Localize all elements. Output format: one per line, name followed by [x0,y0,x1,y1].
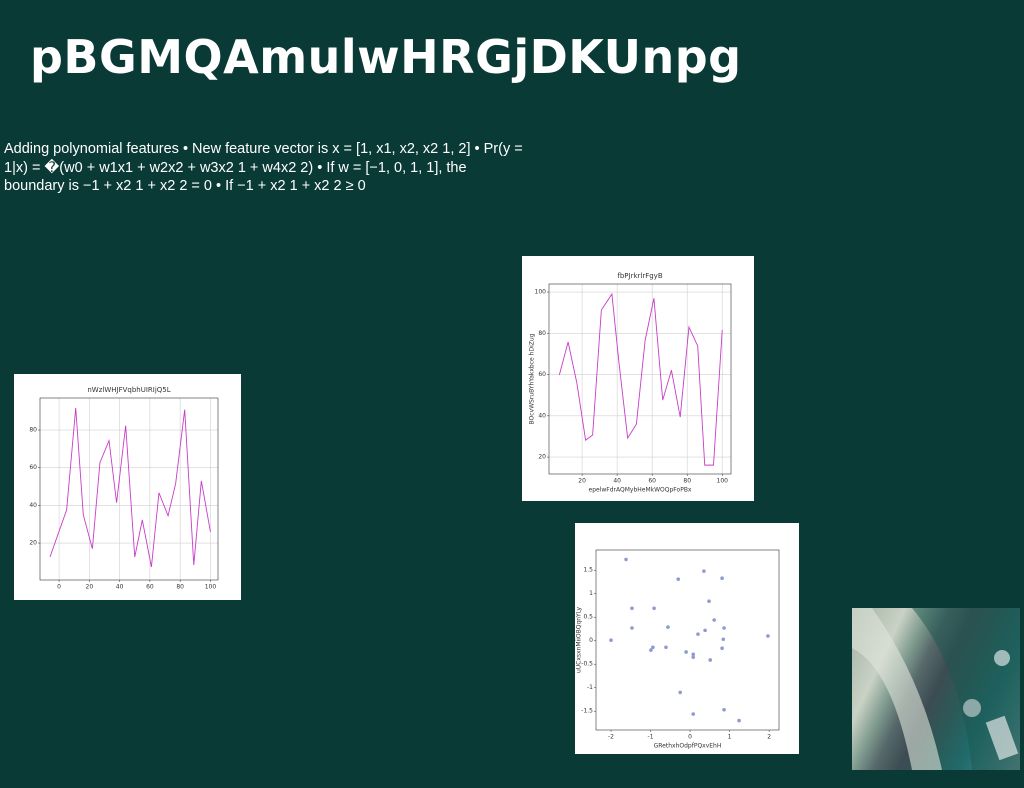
y-tick-label: 1.5 [583,567,593,574]
y-tick-label: 80 [538,330,546,337]
x-tick-label: 20 [86,584,94,591]
scatter-point [666,625,670,629]
slide-text: Adding polynomial features • New feature… [4,141,523,194]
scatter-point [678,690,682,695]
scatter-point [712,618,716,622]
scatter-point [609,638,613,643]
plot-frame [595,549,780,731]
chart-title: fbPJrkrlrFgyB [617,272,662,280]
scatter-point [684,650,688,654]
scatter-point [649,648,653,652]
scatter-point [737,718,741,723]
x-tick-label: 20 [578,478,586,485]
y-tick-label: 20 [538,454,546,461]
scatter-point [703,628,707,633]
y-tick-label: 0.5 [583,614,593,621]
y-tick-label: 80 [29,427,37,434]
y-tick-label: -1.5 [581,708,593,715]
x-tick-label: 0 [57,584,61,591]
x-tick-label: -1 [648,734,654,741]
scatter-point [630,606,634,611]
y-axis-label: uUCxsxnMiiOBQqnYLy [576,607,583,674]
x-tick-label: 100 [205,584,217,591]
x-tick-label: -2 [608,734,614,741]
y-tick-label: 60 [29,464,37,471]
x-tick-label: 2 [767,734,771,741]
scatter-point [722,626,726,630]
scatter-point [696,632,700,636]
scatter-point [691,652,696,657]
y-tick-label: 0 [589,637,593,644]
x-tick-label: 60 [648,478,656,485]
y-axis-label: BOcvWSruBYhYakxbce hDiZug [529,333,536,424]
y-tick-label: -0.5 [581,661,593,668]
line-series [558,292,723,466]
x-tick-label: 60 [146,584,154,591]
scatter-point [624,557,628,562]
y-tick-label: 60 [538,371,546,378]
chart-title: nWzlWHJFVqbhUIRIjQ5L [87,386,170,394]
photo-art [852,608,1020,770]
x-axis-label: GRethxhOdpfPQxvEhH [654,743,722,750]
x-tick-label: 40 [613,478,621,485]
y-tick-label: 100 [535,289,547,296]
x-tick-label: 100 [717,478,729,485]
scatter-point [707,599,711,604]
scatter-point [691,655,696,659]
x-axis-label: epelwFdrAQMybHeMkWOQpFoPBx [589,487,692,494]
x-tick-label: 1 [728,734,732,741]
y-tick-label: 1 [589,590,593,597]
scatter-point [691,712,696,716]
scatter-point [708,658,713,662]
scatter-point [676,577,681,581]
scatter-point [720,576,724,580]
y-tick-label: 20 [29,540,37,547]
scatter-point [720,646,724,651]
scatter-point [702,569,706,573]
plot-frame [548,283,732,475]
scatter-point [651,645,655,650]
y-tick-label: 40 [538,412,546,419]
x-tick-label: 0 [688,734,692,741]
x-tick-label: 80 [176,584,184,591]
plot-frame [39,397,219,581]
x-tick-label: 40 [116,584,124,591]
y-tick-label: 40 [29,502,37,509]
scatter-point [652,606,656,611]
scatter-point [722,707,726,712]
chart: 0 20 40 60 80 100 20 40 60 80 nWzlWHJFVqbhUIRIjQ5L [14,374,241,600]
chart: 20 40 60 80 100 20 40 60 80 100 fbPJrkrlrFgyB epelw… [522,256,754,501]
scatter-point [664,645,668,650]
x-tick-label: 80 [683,478,691,485]
y-tick-label: -1 [587,684,593,691]
scatter-point [721,637,726,642]
line-series [49,407,211,568]
scatter-point [766,634,770,638]
chart: -2 -1 0 1 2 -1.5 -1 -0.5 0 0.5 1 1.5 GRethxhOdpfPQxv… [575,523,799,754]
photo [852,608,1020,770]
slide-title: pBGMQAmulwHRGjDKUnpg [30,30,742,84]
scatter-point [630,626,634,630]
